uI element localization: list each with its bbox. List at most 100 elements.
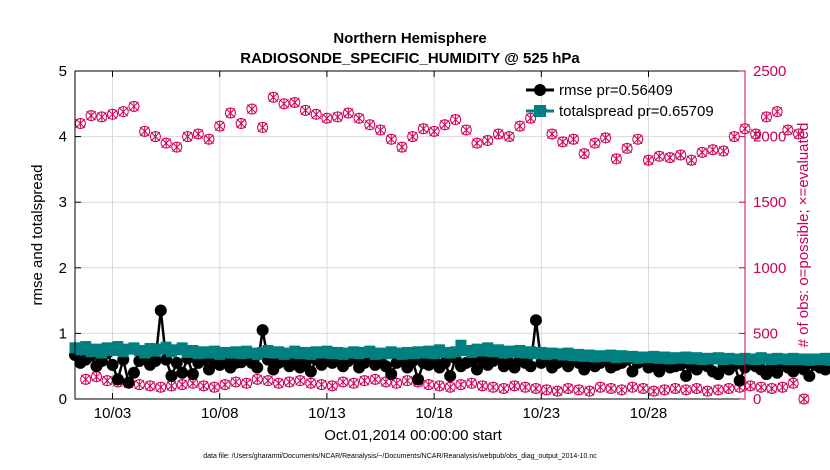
obs-evaluated-point bbox=[488, 381, 498, 393]
legend: rmse pr=0.56409 totalspread pr=0.65709 bbox=[526, 82, 714, 120]
obs-evaluated-point bbox=[145, 380, 155, 392]
obs-evaluated-point bbox=[627, 381, 638, 393]
y-axis-label: rmse and totalspread bbox=[29, 165, 46, 306]
obs-evaluated-point bbox=[134, 379, 145, 390]
obs-evaluated-point bbox=[509, 380, 520, 392]
obs-evaluated-point bbox=[139, 125, 150, 137]
obs-evaluated-point bbox=[407, 131, 418, 142]
rmse-point bbox=[165, 370, 178, 383]
obs-evaluated-point bbox=[783, 124, 793, 136]
x-tick-label: 10/23 bbox=[523, 405, 561, 422]
obs-evaluated-point bbox=[429, 125, 439, 137]
ticks: 10/03 10/08 10/13 10/18 10/23 10/28 0 1 2 3 4 5 0 500… bbox=[59, 63, 787, 422]
y-tick-label: 4 bbox=[59, 129, 67, 146]
obs-evaluated-point bbox=[638, 383, 649, 394]
obs-evaluated-point bbox=[96, 111, 107, 123]
obs-evaluated-point bbox=[466, 377, 477, 389]
obs-layer bbox=[74, 91, 810, 405]
obs-evaluated-point bbox=[520, 381, 531, 393]
obs-evaluated-point bbox=[541, 384, 552, 396]
rmse-point bbox=[251, 361, 264, 374]
obs-evaluated-point bbox=[166, 380, 177, 392]
obs-evaluated-point bbox=[268, 91, 279, 103]
obs-evaluated-point bbox=[75, 118, 86, 129]
rmse-point bbox=[106, 358, 119, 371]
x-tick-label: 10/18 bbox=[415, 405, 453, 422]
x-axis-label: Oct.01,2014 00:00:00 start bbox=[324, 427, 502, 444]
obs-evaluated-point bbox=[793, 128, 804, 140]
obs-evaluated-point bbox=[161, 137, 171, 149]
obs-evaluated-point bbox=[338, 376, 348, 388]
obs-evaluated-point bbox=[311, 108, 322, 120]
y-right-tick-label: 1500 bbox=[753, 194, 786, 211]
obs-evaluated-point bbox=[225, 107, 236, 119]
obs-evaluated-point bbox=[777, 381, 788, 393]
obs-evaluated-point bbox=[327, 380, 338, 392]
rmse-point bbox=[127, 366, 140, 379]
rmse-point bbox=[154, 304, 167, 317]
legend-rmse-marker bbox=[534, 84, 546, 96]
obs-evaluated-point bbox=[284, 376, 295, 388]
rmse-point bbox=[803, 370, 816, 383]
obs-evaluated-point bbox=[616, 384, 627, 396]
rmse-point bbox=[471, 363, 483, 376]
rmse-point bbox=[680, 370, 693, 383]
obs-evaluated-point bbox=[724, 383, 734, 394]
obs-evaluated-point bbox=[772, 106, 783, 118]
rmse-point bbox=[578, 363, 591, 376]
obs-evaluated-point bbox=[654, 150, 665, 162]
obs-evaluated-point bbox=[247, 103, 257, 115]
obs-evaluated-point bbox=[107, 108, 118, 120]
rmse-point bbox=[412, 373, 425, 386]
rmse-point bbox=[438, 356, 451, 369]
obs-evaluated-point bbox=[697, 146, 707, 158]
obs-evaluated-point bbox=[622, 143, 632, 154]
obs-evaluated-point bbox=[273, 377, 284, 389]
obs-evaluated-point bbox=[665, 152, 675, 163]
obs-evaluated-point bbox=[670, 383, 681, 394]
y-right-tick-label: 0 bbox=[753, 391, 761, 408]
totalspread-point bbox=[450, 346, 462, 358]
obs-evaluated-point bbox=[193, 128, 204, 140]
obs-evaluated-point bbox=[584, 385, 595, 397]
obs-evaluated-point bbox=[423, 379, 434, 390]
obs-evaluated-point bbox=[150, 131, 161, 142]
obs-evaluated-point bbox=[557, 136, 568, 148]
legend-spread-label: totalspread pr=0.65709 bbox=[559, 103, 714, 120]
obs-evaluated-point bbox=[498, 383, 509, 394]
obs-evaluated-point bbox=[91, 371, 102, 383]
legend-spread-marker bbox=[534, 105, 546, 117]
x-tick-label: 10/08 bbox=[201, 405, 239, 422]
x-tick-label: 10/03 bbox=[94, 405, 132, 422]
obs-evaluated-point bbox=[799, 393, 809, 405]
y-right-tick-label: 1000 bbox=[753, 260, 786, 277]
legend-rmse-label: rmse pr=0.56409 bbox=[559, 82, 673, 99]
y-tick-label: 1 bbox=[59, 325, 67, 342]
y-right-tick-label: 500 bbox=[753, 325, 778, 342]
obs-evaluated-point bbox=[568, 133, 579, 145]
obs-evaluated-point bbox=[439, 119, 450, 131]
obs-evaluated-point bbox=[230, 376, 241, 388]
obs-evaluated-point bbox=[348, 377, 359, 389]
data-file-footnote: data file: /Users/gharamti/Documents/NCA… bbox=[203, 453, 597, 460]
y-tick-label: 5 bbox=[59, 63, 67, 80]
obs-evaluated-point bbox=[573, 384, 584, 396]
obs-evaluated-point bbox=[241, 377, 252, 389]
rmse-point bbox=[653, 365, 666, 378]
obs-evaluated-point bbox=[515, 120, 525, 132]
rmse-point bbox=[299, 356, 312, 369]
obs-evaluated-point bbox=[745, 380, 756, 392]
obs-evaluated-point bbox=[686, 154, 697, 166]
obs-evaluated-point bbox=[86, 110, 96, 122]
y-tick-label: 2 bbox=[59, 260, 67, 277]
obs-evaluated-point bbox=[595, 381, 606, 393]
obs-evaluated-point bbox=[504, 131, 515, 142]
obs-evaluated-point bbox=[531, 383, 541, 394]
y-axis-label-right: # of obs: o=possible; ×=evaluated bbox=[795, 123, 812, 348]
obs-evaluated-point bbox=[129, 101, 139, 112]
y-tick-label: 0 bbox=[59, 391, 67, 408]
obs-evaluated-point bbox=[472, 137, 482, 149]
obs-evaluated-point bbox=[252, 373, 263, 385]
rmse-point bbox=[733, 374, 746, 387]
